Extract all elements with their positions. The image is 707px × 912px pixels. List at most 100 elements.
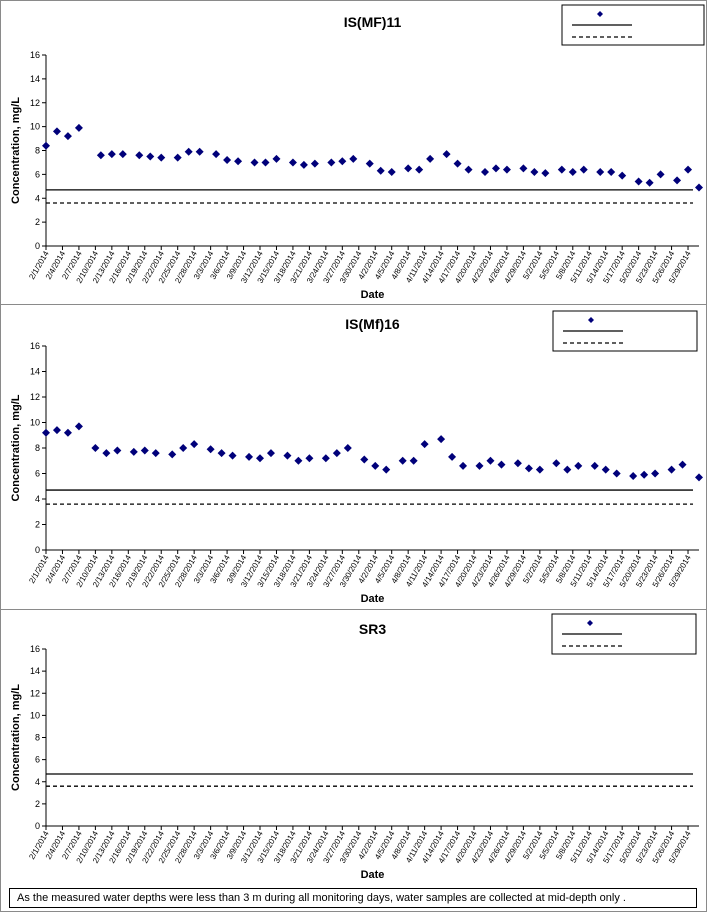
y-tick-label: 10 <box>30 122 40 132</box>
y-tick-label: 2 <box>35 799 40 809</box>
data-point <box>63 132 72 141</box>
data-point <box>173 153 182 162</box>
y-tick-label: 8 <box>35 443 40 453</box>
y-tick-label: 2 <box>35 217 40 227</box>
data-point <box>135 151 144 160</box>
data-point <box>107 150 116 159</box>
y-tick-label: 0 <box>35 241 40 251</box>
y-tick-label: 16 <box>30 341 40 351</box>
data-point <box>360 455 369 464</box>
chart-ismf16: IS(Mf)1602468101214162/1/20142/4/20142/7… <box>10 310 703 605</box>
data-point <box>612 469 621 478</box>
data-point <box>530 167 539 176</box>
data-point <box>129 447 138 456</box>
data-point <box>590 461 599 470</box>
data-point <box>502 165 511 174</box>
data-point <box>310 159 319 168</box>
y-tick-label: 12 <box>30 392 40 402</box>
data-point <box>579 165 588 174</box>
data-point <box>118 150 127 159</box>
data-point <box>371 461 380 470</box>
data-point <box>618 171 627 180</box>
data-point <box>448 452 457 461</box>
data-point <box>656 170 665 179</box>
chart-panel-ismf16: IS(Mf)16 0 2 4 6 8 10 12 14 16 2/1/2014 2/4/2014 2/7… <box>1 305 707 610</box>
chart-panel-sr3: SR3 0 2 4 6 8 10 12 14 16 2/1/2014 2/4/2014 2/7/2014… <box>1 610 707 884</box>
data-point <box>338 157 347 166</box>
data-point <box>272 154 281 163</box>
data-point <box>288 158 297 167</box>
data-point <box>640 470 649 479</box>
data-point <box>157 153 166 162</box>
y-tick-label: 6 <box>35 169 40 179</box>
data-point <box>212 150 221 159</box>
data-point <box>184 147 193 156</box>
data-point <box>261 158 270 167</box>
data-point <box>327 158 336 167</box>
data-point <box>486 456 495 465</box>
data-point <box>387 167 396 176</box>
data-point <box>382 465 391 474</box>
y-tick-label: 0 <box>35 545 40 555</box>
data-point <box>596 167 605 176</box>
data-point <box>91 444 100 452</box>
chart-title: IS(MF)11 <box>344 14 402 30</box>
y-tick-label: 12 <box>30 98 40 108</box>
data-point <box>52 426 61 435</box>
y-tick-label: 6 <box>35 469 40 479</box>
data-point <box>513 459 522 468</box>
data-point <box>195 147 204 156</box>
data-point <box>245 452 254 461</box>
data-point <box>365 159 374 168</box>
x-axis-title: Date <box>361 593 385 605</box>
data-point <box>42 428 50 437</box>
legend-marker-icon <box>588 317 594 323</box>
y-tick-label: 14 <box>30 666 40 676</box>
y-tick-label: 4 <box>35 193 40 203</box>
data-point <box>151 449 160 458</box>
data-point <box>667 465 676 474</box>
y-tick-label: 16 <box>30 644 40 654</box>
data-point <box>52 127 61 136</box>
y-tick-label: 4 <box>35 777 40 787</box>
legend-marker-icon <box>587 620 593 626</box>
data-point <box>96 151 105 160</box>
data-point <box>519 164 528 173</box>
data-point <box>480 167 489 176</box>
data-point <box>695 473 703 482</box>
data-point <box>415 165 424 174</box>
data-point <box>601 465 610 474</box>
data-point <box>74 422 83 431</box>
data-point <box>140 446 149 455</box>
chart-title: IS(Mf)16 <box>345 316 400 332</box>
data-point <box>228 451 237 460</box>
data-point <box>305 454 314 463</box>
data-point <box>673 176 682 185</box>
data-point <box>206 445 215 454</box>
data-point <box>217 449 226 458</box>
chart-panel-ismf11: IS(MF)11 0 2 4 6 8 10 12 14 16 2/1/2014 2/4/2014 2/7… <box>1 1 707 305</box>
data-point <box>349 154 358 163</box>
data-point <box>524 464 533 473</box>
data-point <box>179 444 188 452</box>
data-point <box>234 157 243 166</box>
data-point <box>552 459 561 468</box>
y-axis-title: Concentration, mg/L <box>10 394 22 501</box>
y-tick-label: 14 <box>30 367 40 377</box>
data-point <box>266 449 275 458</box>
footnote: As the measured water depths were less t… <box>9 888 697 908</box>
data-point <box>294 456 303 465</box>
data-point <box>568 167 577 176</box>
data-point <box>426 154 435 163</box>
data-point <box>299 160 308 169</box>
y-tick-label: 16 <box>30 50 40 60</box>
data-point <box>557 165 566 174</box>
data-point <box>420 440 429 449</box>
y-tick-label: 2 <box>35 520 40 530</box>
data-point <box>343 444 352 452</box>
data-point <box>168 450 177 459</box>
data-point <box>332 449 341 458</box>
data-point <box>651 469 660 478</box>
data-point <box>442 150 451 159</box>
data-point <box>250 158 259 167</box>
